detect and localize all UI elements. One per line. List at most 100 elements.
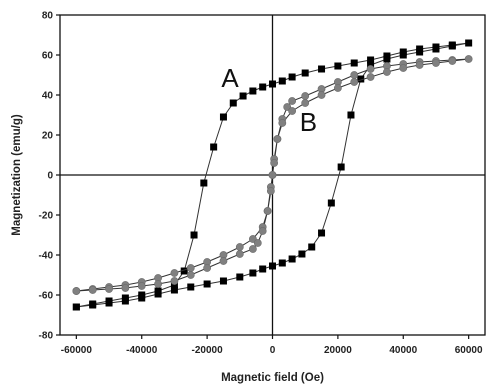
- series-a-point: [318, 229, 326, 237]
- series-b-point: [301, 99, 310, 107]
- series-a-point: [121, 297, 129, 305]
- series-a-point: [465, 39, 473, 47]
- series-a-point: [347, 111, 355, 119]
- series-b-point: [270, 159, 279, 167]
- curve-label-a: A: [221, 63, 239, 93]
- curve-annotations: AB: [221, 63, 317, 137]
- series-a-point: [278, 77, 286, 85]
- series-b-point: [273, 135, 282, 143]
- y-tick-label: -60: [39, 291, 54, 302]
- series-a-point: [318, 65, 326, 73]
- series-b-point: [268, 171, 277, 179]
- x-tick-label: -60000: [61, 345, 93, 356]
- series-b-point: [121, 284, 130, 292]
- y-tick-label: 80: [42, 11, 54, 22]
- y-tick-label: 40: [42, 91, 54, 102]
- series-a-point: [187, 283, 195, 291]
- series-a-point: [239, 92, 247, 100]
- series-a-point: [399, 51, 407, 59]
- series-a-point: [288, 73, 296, 81]
- series-a-point: [278, 259, 286, 267]
- series-b-point: [248, 245, 257, 253]
- series-a-point: [269, 80, 276, 88]
- y-tick-label: 0: [47, 171, 53, 182]
- series-a-point: [89, 301, 97, 309]
- series-b-point: [186, 271, 195, 279]
- x-tick-label: 0: [270, 345, 276, 356]
- series-b-point: [154, 280, 162, 288]
- series-b-point: [432, 59, 440, 67]
- series-b-point: [399, 64, 408, 72]
- series-b-point: [464, 55, 473, 63]
- axis-ticks: [56, 14, 470, 339]
- series-a-point: [269, 262, 276, 270]
- series-a-point: [367, 56, 375, 64]
- series-b-point: [88, 286, 97, 294]
- series-a-point: [154, 290, 162, 298]
- x-tick-label: -20000: [192, 345, 224, 356]
- y-tick-label: -80: [39, 331, 54, 342]
- series-a-point: [259, 265, 267, 273]
- series-a-point: [432, 45, 440, 53]
- x-tick-label: -40000: [126, 345, 158, 356]
- series-b-point: [301, 92, 310, 100]
- series-a-point: [383, 55, 391, 63]
- series-a-point: [259, 83, 267, 91]
- series-a-point: [350, 59, 358, 67]
- series-a-point: [219, 277, 227, 285]
- x-tick-label: 40000: [389, 345, 417, 356]
- series-b-point: [333, 84, 342, 92]
- series-a-point: [170, 281, 178, 289]
- series-a-point: [200, 179, 208, 187]
- series-b-point: [253, 239, 262, 247]
- series-a-point: [334, 62, 342, 70]
- x-tick-label: 60000: [455, 345, 483, 356]
- series-a-point: [327, 199, 335, 207]
- series-b-point: [350, 78, 359, 86]
- series-a-point: [105, 299, 113, 307]
- series-b-point: [263, 207, 272, 215]
- series-a-point: [138, 294, 146, 302]
- series-a-point: [180, 267, 188, 275]
- series-a-point: [249, 87, 257, 95]
- series-b-point: [72, 287, 81, 295]
- series-b-point: [415, 61, 424, 69]
- series-a-point: [229, 99, 237, 107]
- series-b-point: [366, 65, 375, 73]
- series-b-point: [383, 68, 391, 76]
- series-b-point: [235, 243, 244, 251]
- series-b-point: [105, 285, 113, 293]
- series-a-point: [357, 75, 365, 83]
- series-b-point: [448, 57, 457, 65]
- series-b-point: [317, 91, 326, 99]
- series-b-point: [350, 71, 359, 79]
- y-axis-label: Magnetization (emu/g): [11, 114, 23, 236]
- series-a-point: [448, 42, 456, 50]
- series-b-point: [278, 119, 287, 127]
- series-a-curve: [72, 39, 473, 311]
- series-a-point: [170, 286, 178, 294]
- series-b-point: [219, 257, 228, 265]
- series-a-point: [249, 269, 257, 277]
- series-b-point: [170, 269, 179, 277]
- tick-labels: -60000 -40000 -20000 0 20000 40000 60000 -80 -60…: [39, 11, 483, 357]
- series-b-point: [366, 73, 375, 81]
- series-b-point: [288, 107, 297, 115]
- series-b-point: [137, 282, 146, 290]
- series-a-point: [337, 163, 345, 171]
- series-b-point: [235, 250, 244, 258]
- series-b-point: [170, 277, 179, 285]
- y-tick-label: 60: [42, 51, 54, 62]
- series-b-point: [186, 264, 195, 272]
- series-b-point: [258, 227, 267, 235]
- series-b-point: [203, 264, 212, 272]
- x-axis-label: Magnetic field (Oe): [221, 372, 324, 384]
- series-a-point: [236, 273, 244, 281]
- series-a-point: [301, 69, 309, 77]
- series-b-point: [266, 187, 275, 195]
- series-a-point: [308, 243, 316, 251]
- y-tick-label: -20: [39, 211, 54, 222]
- series-a-point: [416, 48, 424, 56]
- series-a-point: [219, 113, 227, 121]
